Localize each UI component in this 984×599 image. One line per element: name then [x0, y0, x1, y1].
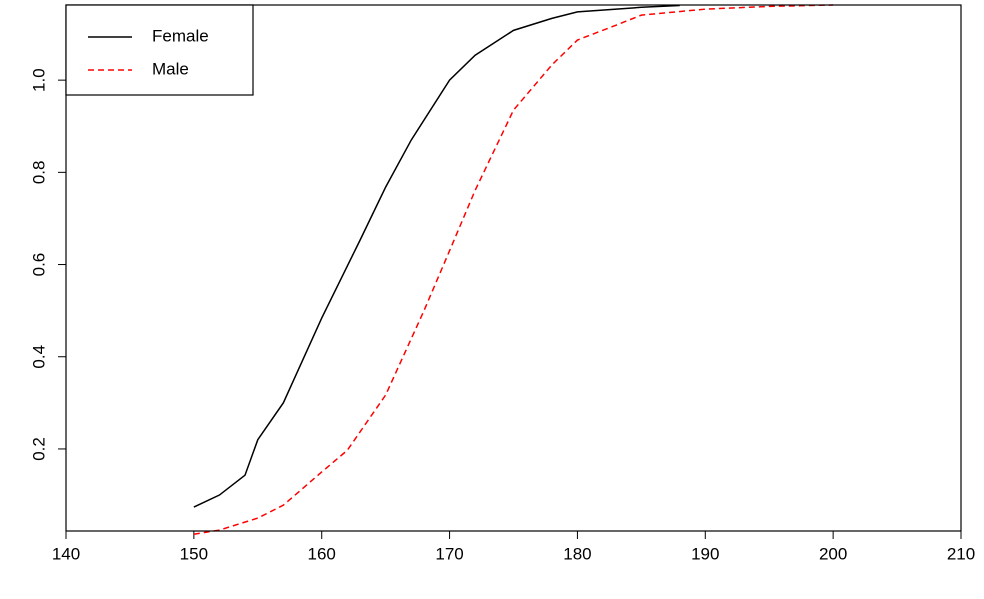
legend-label: Female	[152, 26, 209, 45]
x-tick-label: 150	[180, 544, 208, 563]
x-tick-label: 160	[308, 544, 336, 563]
x-tick-label: 200	[819, 544, 847, 563]
legend-box	[65, 4, 254, 96]
line-series	[193, 4, 680, 508]
line-series	[193, 4, 834, 535]
x-tick-label: 210	[947, 544, 975, 563]
y-tick-label: 0.4	[29, 345, 48, 369]
x-tick-label: 140	[52, 544, 80, 563]
legend-label: Male	[152, 59, 189, 78]
y-tick-label: 0.2	[29, 437, 48, 461]
x-tick-label: 170	[435, 544, 463, 563]
x-tick-label: 190	[691, 544, 719, 563]
y-tick-label: 1.0	[29, 68, 48, 92]
plot-frame	[65, 4, 962, 532]
y-tick-label: 0.8	[29, 161, 48, 185]
x-tick-label: 180	[563, 544, 591, 563]
y-tick-label: 0.6	[29, 253, 48, 277]
